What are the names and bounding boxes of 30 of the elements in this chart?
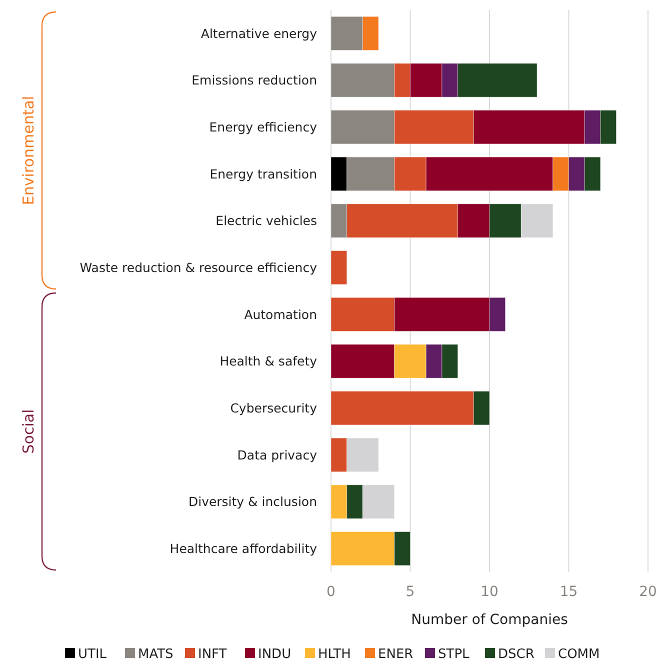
y-tick-label: Emissions reduction bbox=[192, 72, 317, 88]
y-tick-label: Alternative energy bbox=[200, 26, 318, 41]
y-tick-label: Diversity & inclusion bbox=[188, 494, 317, 510]
x-axis-title: Number of Companies bbox=[411, 612, 568, 628]
y-tick-label: Cybersecurity bbox=[230, 400, 318, 416]
legend-label: STPL bbox=[438, 647, 470, 662]
legend-label: HLTH bbox=[318, 647, 351, 662]
y-tick-label: Automation bbox=[244, 306, 317, 322]
y-tick-label: Electric vehicles bbox=[216, 213, 317, 228]
y-tick-label: Healthcare affordability bbox=[170, 540, 318, 556]
legend-label: ENER bbox=[378, 647, 414, 662]
text: Environmental bbox=[19, 96, 38, 206]
x-tick-label: 5 bbox=[406, 584, 415, 600]
y-tick-label: Data privacy bbox=[237, 447, 318, 462]
legend-label: UTIL bbox=[78, 647, 108, 662]
y-tick-label: Waste reduction & resource efficiency bbox=[80, 260, 318, 275]
bar bbox=[330, 250, 348, 285]
text: Social bbox=[19, 409, 38, 454]
x-tick-label: 0 bbox=[326, 584, 336, 600]
y-tick-label: Energy efficiency bbox=[209, 119, 318, 134]
legend-label: INFT bbox=[198, 647, 227, 662]
x-tick-label: 20 bbox=[639, 584, 657, 600]
legend-label: INDU bbox=[258, 647, 292, 662]
y-tick-label: Energy transition bbox=[210, 166, 317, 182]
legend-label: COMM bbox=[558, 647, 600, 662]
legend-label: DSCR bbox=[498, 647, 534, 662]
x-tick-label: 10 bbox=[480, 584, 498, 600]
x-tick-label: 15 bbox=[560, 584, 578, 600]
legend-label: MATS bbox=[138, 647, 174, 662]
y-tick-label: Health & safety bbox=[220, 354, 318, 369]
